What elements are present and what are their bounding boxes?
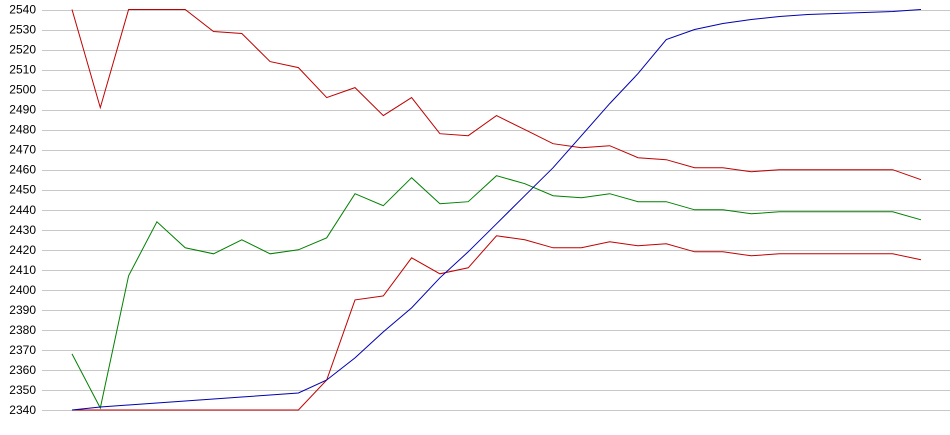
- series-line-3: [72, 235, 922, 411]
- y-tick-label: 2400: [9, 283, 36, 297]
- y-tick-label: 2520: [9, 43, 36, 57]
- y-axis-tick-labels: 2340 2350 2360 2370 2380 2390 2400 2410 2420 2430…: [9, 3, 36, 418]
- grid-layer: [42, 10, 950, 411]
- y-tick-label: 2470: [9, 143, 36, 157]
- y-tick-label: 2450: [9, 183, 36, 197]
- y-tick-label: 2460: [9, 163, 36, 177]
- y-tick-label: 2420: [9, 243, 36, 257]
- y-tick-label: 2340: [9, 403, 36, 417]
- y-tick-label: 2500: [9, 83, 36, 97]
- y-tick-label: 2350: [9, 383, 36, 397]
- y-tick-label: 2370: [9, 343, 36, 357]
- y-tick-label: 2540: [9, 3, 36, 17]
- series-line-2: [71, 175, 922, 410]
- y-tick-label: 2390: [9, 303, 36, 317]
- series-layer: [71, 9, 922, 411]
- y-tick-label: 2410: [9, 263, 36, 277]
- y-tick-label: 2430: [9, 223, 36, 237]
- y-tick-label: 2360: [9, 363, 36, 377]
- series-line-1: [71, 9, 922, 181]
- y-tick-label: 2530: [9, 23, 36, 37]
- y-tick-label: 2480: [9, 123, 36, 137]
- y-tick-label: 2380: [9, 323, 36, 337]
- y-tick-label: 2440: [9, 203, 36, 217]
- y-tick-label: 2490: [9, 103, 36, 117]
- series-line-4: [71, 9, 922, 411]
- y-tick-label: 2510: [9, 63, 36, 77]
